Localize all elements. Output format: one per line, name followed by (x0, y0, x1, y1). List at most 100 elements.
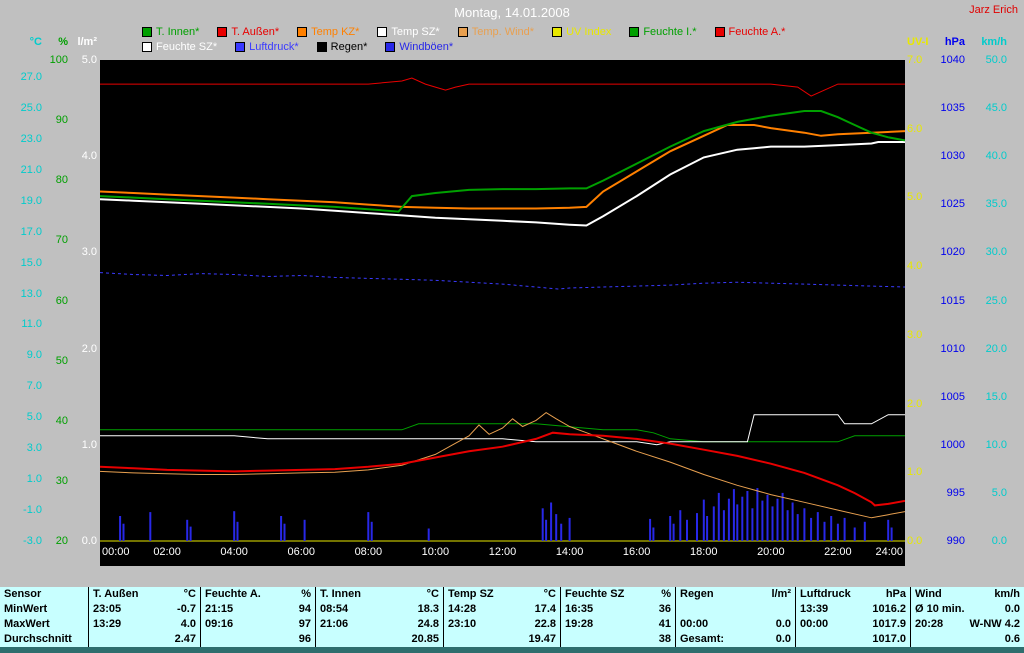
x-axis-tick: 08:00 (354, 546, 383, 558)
series-bar-Windböen (560, 523, 563, 541)
axis-tick-hpa: 990 (946, 535, 965, 547)
axis-tick-percent: 90 (55, 114, 68, 127)
legend-item[interactable]: Temp. Wind* (457, 26, 535, 38)
legend-label: Feuchte A.* (728, 26, 786, 38)
legend-swatch-icon (457, 27, 468, 37)
table-cell (675, 602, 795, 617)
axis-tick-hpa: 1025 (940, 198, 965, 211)
axis-tick-percent: 30 (55, 474, 68, 487)
axis-tick-celsius: 17.0 (20, 225, 42, 238)
table-cell: 23:10 22.8 (443, 617, 560, 632)
axis-tick-hpa: 1040 (940, 54, 965, 66)
legend-item[interactable]: Temp SZ* (377, 26, 440, 38)
series-bar-Windböen (679, 510, 682, 541)
table-cell: 96 (200, 632, 315, 647)
series-bar-Windböen (823, 521, 826, 541)
axis-tick-celsius: 9.0 (26, 349, 42, 362)
x-axis-tick: 12:00 (488, 546, 517, 558)
axis-tick-celsius: 21.0 (20, 163, 42, 176)
axis-tick-hpa: 1035 (940, 102, 965, 115)
axis-tick-hpa: 1015 (940, 294, 965, 307)
legend-label: Temp. Wind* (471, 26, 535, 38)
legend-item[interactable]: Windböen* (385, 41, 453, 53)
legend-item[interactable]: Feuchte SZ* (142, 41, 217, 53)
legend-item[interactable]: T. Außen* (217, 26, 279, 38)
legend-swatch-icon (714, 27, 725, 37)
series-bar-Windböen (776, 498, 779, 541)
legend-item[interactable]: Luftdruck* (235, 41, 299, 53)
axis-tick-uv: 0.0 (907, 535, 923, 547)
series-bar-Windböen (652, 527, 655, 541)
legend-item[interactable]: Temp KZ* (297, 26, 359, 38)
legend-item[interactable]: Regen* (316, 41, 367, 53)
axis-tick-kmh: 40.0 (985, 150, 1007, 163)
legend-swatch-icon (217, 27, 228, 37)
legend-item[interactable]: T. Innen* (142, 26, 199, 38)
axis-tick-kmh: 20.0 (985, 342, 1007, 355)
series-line-Feuchte SZ (100, 414, 905, 446)
table-cell: 09:16 97 (200, 617, 315, 632)
x-axis-tick: 20:00 (757, 546, 785, 558)
axis-tick-celsius: 3.0 (26, 442, 42, 455)
table-header-cell: Feuchte SZ% (560, 587, 675, 602)
series-bar-Windböen (189, 526, 192, 541)
series-bar-Windböen (649, 518, 652, 541)
table-cell: 0.6 (910, 632, 1024, 647)
table-cell: 16:35 36 (560, 602, 675, 617)
series-bar-Windböen (283, 523, 286, 541)
bottom-status-strip (0, 647, 1024, 653)
table-cell: 19.47 (443, 632, 560, 647)
series-line-Temp. Wind (100, 411, 905, 519)
x-axis-tick: 00:00 (102, 546, 130, 558)
owner-label: Jarz Erich (969, 4, 1018, 16)
table-header-cell: Regen l/m² (675, 587, 795, 602)
axis-tick-uv: 1.0 (907, 466, 923, 479)
table-cell: 20:28 W-NW 4.2 (910, 617, 1024, 632)
x-axis-tick: 06:00 (287, 546, 316, 558)
axis-unit-hpa: hPa (944, 36, 965, 48)
legend-label: UV Index (566, 26, 612, 38)
series-line-T. Außen (100, 431, 905, 507)
axis-tick-uv: 6.0 (907, 122, 923, 135)
series-bar-Windböen (669, 516, 672, 541)
axis-tick-lm2: 2.0 (81, 342, 97, 355)
axis-tick-celsius: 25.0 (20, 101, 42, 114)
axis-tick-hpa: 995 (946, 486, 965, 499)
table-cell: Gesamt: 0.0 (675, 632, 795, 647)
table-header-cell: Wind km/h (910, 587, 1024, 602)
table-header-cell: Feuchte A.% (200, 587, 315, 602)
axis-tick-kmh: 0.0 (991, 535, 1007, 547)
legend-label: Feuchte SZ* (156, 41, 218, 53)
legend-item[interactable]: Feuchte I.* (629, 26, 697, 38)
axis-tick-uv: 5.0 (907, 191, 923, 204)
axis-tick-hpa: 1020 (940, 246, 965, 259)
table-cell: 2.47 (88, 632, 200, 647)
series-bar-Windböen (781, 492, 784, 541)
axis-unit-kmh: km/h (981, 36, 1007, 48)
series-bar-Windböen (722, 510, 725, 541)
series-bar-Windböen (736, 504, 739, 541)
table-cell: 20.85 (315, 632, 443, 647)
table-row-label: MinWert (4, 603, 48, 615)
series-bar-Windböen (751, 508, 754, 541)
legend-label: Temp SZ* (391, 26, 440, 38)
table-header-cell: Temp SZ °C (443, 587, 560, 602)
legend-item[interactable]: Feuchte A.* (714, 26, 786, 38)
x-axis-tick: 10:00 (421, 546, 450, 558)
axis-tick-percent: 100 (49, 54, 68, 66)
legend-label: Feuchte I.* (643, 26, 697, 38)
chart-plot (100, 77, 905, 542)
series-bar-Windböen (887, 519, 890, 541)
axis-unit-percent: % (58, 36, 68, 48)
series-bar-Windböen (771, 506, 774, 541)
sensor-summary-table: Sensor T. Außen °C Feuchte A.% T. Innen °C Tem… (0, 587, 1024, 647)
series-bar-Windböen (732, 489, 735, 541)
axis-tick-uv: 4.0 (907, 260, 923, 273)
legend-swatch-icon (377, 27, 388, 37)
axis-tick-uv: 7.0 (907, 54, 923, 66)
table-cell: Ø 10 min. 0.0 (910, 602, 1024, 617)
axis-tick-kmh: 30.0 (985, 246, 1007, 259)
legend-item[interactable]: UV Index (552, 26, 611, 38)
axis-tick-kmh: 50.0 (985, 54, 1007, 66)
